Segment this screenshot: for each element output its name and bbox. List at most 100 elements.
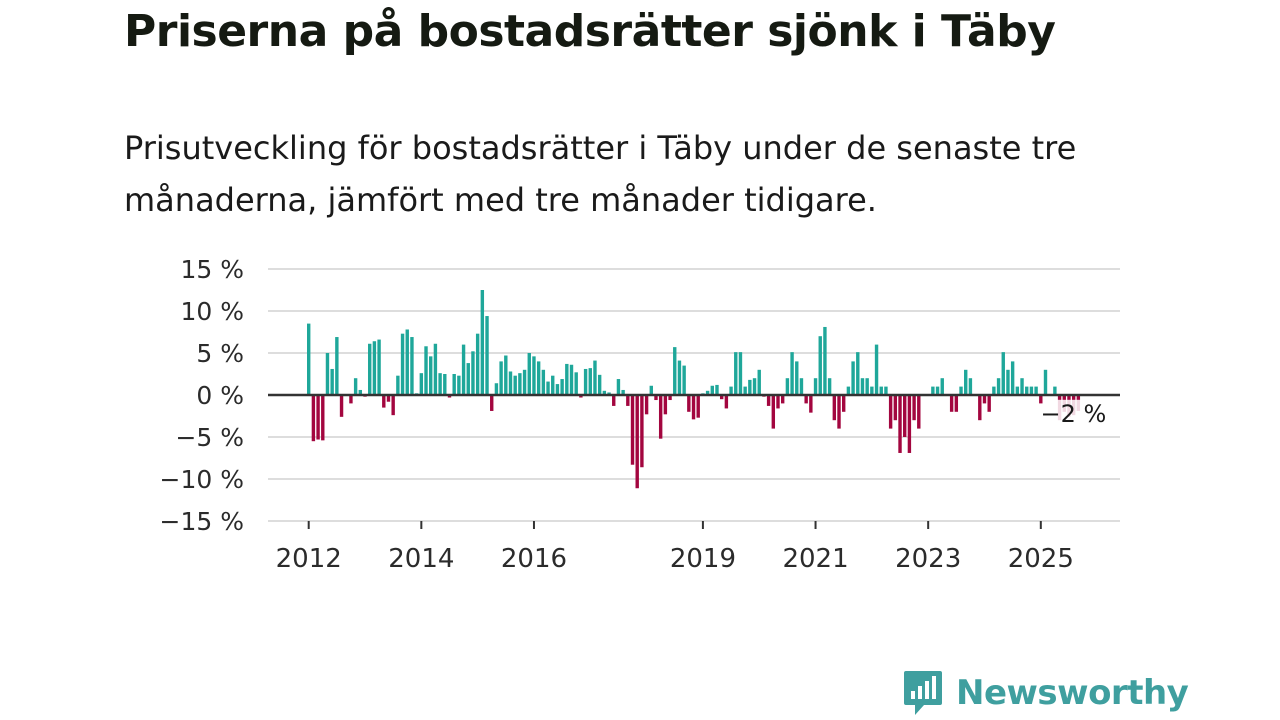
bar [780, 395, 785, 404]
bar [321, 395, 325, 441]
bar [663, 395, 668, 415]
bar [809, 395, 813, 413]
bar [1001, 352, 1005, 395]
bar [508, 371, 513, 395]
latest-value-label: −2 % [1041, 400, 1107, 428]
bar [419, 373, 424, 395]
brand-name: Newsworthy [956, 673, 1189, 713]
y-tick-label: −15 % [160, 507, 244, 536]
bar [1029, 386, 1034, 395]
bar [766, 395, 771, 406]
bar [870, 386, 874, 395]
newsworthy-logo: Newsworthy [902, 670, 1189, 716]
bar [527, 353, 531, 395]
y-axis-ticks: 15 % 10 % 5 % 0 % −5 % −10 % −15 % [160, 255, 244, 536]
bar [818, 336, 822, 395]
bar [602, 390, 607, 395]
bar [964, 369, 968, 395]
bar [1025, 386, 1029, 395]
bar [490, 395, 494, 411]
bar [935, 386, 940, 395]
bar [626, 395, 630, 406]
bar [874, 344, 879, 395]
bar [903, 395, 907, 437]
chart-title: Priserna på bostadsrätter sjönk i Täby [124, 6, 1056, 57]
y-tick-label: −5 % [175, 423, 244, 452]
grid-lines [268, 268, 1120, 522]
bar [799, 378, 804, 395]
bar [311, 395, 316, 442]
bar [335, 337, 339, 395]
bar [405, 329, 409, 395]
bar [949, 395, 954, 412]
bar [438, 373, 442, 395]
y-tick-label: 15 % [180, 255, 244, 284]
bar [616, 379, 621, 395]
bar [658, 395, 663, 439]
bar [522, 369, 527, 395]
bar [752, 378, 757, 395]
bar [673, 347, 677, 395]
bar [424, 346, 428, 395]
bar [391, 395, 395, 416]
bar [607, 392, 611, 395]
bar [888, 395, 893, 429]
bar [621, 389, 625, 395]
bar [551, 375, 555, 395]
bar [865, 378, 869, 395]
bar [377, 339, 381, 395]
x-tick-label: 2012 [276, 544, 342, 574]
x-tick-label: 2019 [670, 544, 736, 574]
bar [372, 341, 377, 395]
bar [353, 378, 358, 395]
bar [612, 395, 616, 406]
y-tick-label: 10 % [180, 297, 244, 326]
bar [757, 369, 761, 395]
bar [813, 378, 818, 395]
bar [494, 383, 499, 395]
bar [349, 395, 353, 404]
bar [583, 368, 588, 395]
bar [771, 395, 776, 429]
x-tick-label: 2014 [388, 544, 454, 574]
bar [597, 374, 602, 395]
bar [884, 386, 888, 395]
bar [743, 386, 747, 395]
bar [499, 361, 503, 395]
bar [842, 395, 846, 412]
bar [433, 343, 438, 395]
bar [837, 395, 841, 429]
bar [987, 395, 991, 412]
bar [668, 395, 672, 401]
bar [795, 361, 799, 395]
bar [719, 395, 724, 400]
x-tick-label: 2025 [1008, 544, 1074, 574]
bar [447, 395, 452, 398]
bar [635, 395, 639, 489]
bar [382, 395, 386, 408]
bar [546, 381, 550, 395]
bar [588, 368, 592, 395]
bar [959, 386, 963, 395]
bar [776, 395, 780, 409]
bar [640, 395, 644, 468]
bar [860, 378, 865, 395]
bar [541, 369, 546, 395]
bar [560, 379, 564, 395]
bar [504, 355, 508, 395]
bar [513, 375, 517, 395]
bar [1039, 395, 1043, 404]
bar [386, 395, 391, 402]
bar [443, 374, 447, 395]
bar [475, 333, 480, 395]
x-tick-label: 2021 [782, 544, 848, 574]
bar [677, 360, 682, 395]
bar [466, 363, 470, 395]
bar [1053, 386, 1057, 395]
bar [790, 352, 794, 395]
bar [485, 316, 489, 395]
bar [982, 395, 987, 404]
bar [654, 395, 658, 401]
bar [940, 378, 944, 395]
bar [368, 343, 372, 395]
